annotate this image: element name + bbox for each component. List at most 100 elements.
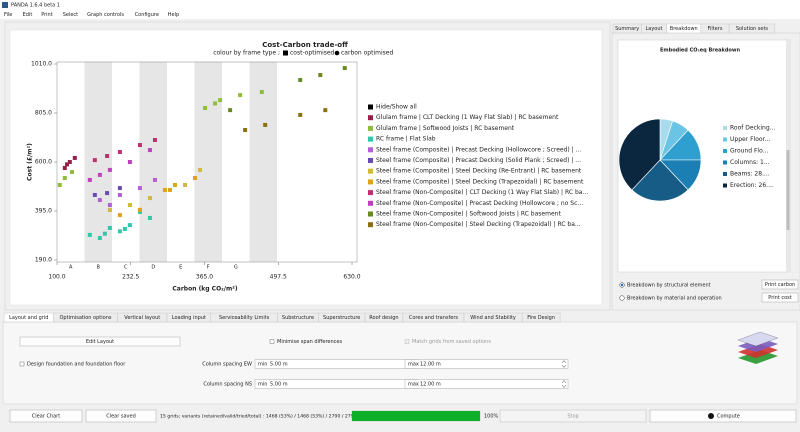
legend-swatch: [723, 172, 727, 176]
data-point: [92, 158, 97, 163]
scrollbar-thumb[interactable]: [786, 150, 790, 230]
legend-swatch: [723, 149, 727, 153]
button-label: Compute: [717, 414, 740, 420]
legend-swatch[interactable]: [368, 115, 373, 121]
legend-swatch[interactable]: [368, 190, 373, 196]
legend-swatch[interactable]: [368, 168, 373, 174]
button[interactable]: [85, 409, 157, 423]
tab-label: Superstructure: [323, 315, 360, 321]
legend-swatch[interactable]: [368, 200, 373, 206]
checkbox[interactable]: [19, 361, 25, 367]
spin-box[interactable]: [404, 359, 569, 369]
menu-item[interactable]: Graph controls: [87, 12, 124, 18]
data-point: [342, 66, 347, 71]
legend-label[interactable]: Steel frame (Composite) | Steel Decking …: [376, 178, 584, 185]
legend-label[interactable]: Glulam frame | CLT Decking (1 Way Flat S…: [376, 114, 559, 121]
data-point: [97, 198, 102, 203]
legend-label[interactable]: Glulam frame | Softwood Joists | RC base…: [376, 125, 515, 132]
menu-item[interactable]: Configure: [135, 12, 159, 18]
legend-label[interactable]: Steel frame (Composite) | Precast Deckin…: [376, 146, 581, 153]
menu-item[interactable]: Print: [41, 12, 53, 18]
data-point: [218, 98, 223, 103]
checkbox[interactable]: [404, 339, 410, 344]
tab[interactable]: [728, 23, 776, 34]
legend-swatch[interactable]: [368, 104, 373, 110]
legend-label[interactable]: Steel frame (Non-Composite) | Precast De…: [376, 200, 583, 207]
button[interactable]: [649, 409, 797, 423]
button-label: Stop: [567, 414, 578, 420]
data-point: [198, 167, 203, 172]
menu-item[interactable]: Help: [168, 12, 179, 18]
legend-swatch: [723, 126, 727, 130]
legend-label[interactable]: Steel frame (Non-Composite) | CLT Deckin…: [376, 189, 588, 196]
menu-item[interactable]: Select: [63, 12, 78, 18]
legend-swatch[interactable]: [368, 211, 373, 217]
button[interactable]: [9, 409, 83, 423]
legend-swatch[interactable]: [368, 158, 373, 163]
legend-label[interactable]: Steel frame (Non-Composite) | Softwood J…: [376, 211, 561, 218]
legend-label[interactable]: Steel frame (Non-Composite) | Steel Deck…: [376, 221, 581, 228]
spin-label: max: [408, 382, 419, 388]
button-label: Print cost: [768, 295, 792, 301]
data-point: [107, 203, 112, 208]
spin-arrows[interactable]: [561, 380, 567, 388]
carbon-marker-icon: [334, 50, 340, 56]
tab-label: Substructure: [282, 315, 314, 321]
data-point: [213, 101, 218, 106]
legend-swatch[interactable]: [368, 179, 373, 185]
data-point: [318, 72, 323, 77]
data-point: [62, 165, 67, 170]
data-point: [105, 191, 110, 196]
spin-value: 12.00 m: [420, 382, 441, 388]
data-point: [323, 108, 328, 113]
checkbox-label: Minimise span differences: [277, 339, 342, 345]
band-label: F: [207, 265, 210, 271]
data-point: [137, 186, 142, 191]
y-axis-label: Cost (£/m²): [27, 143, 34, 181]
spacing-inputs: Column spacing EW min 5.00 m max 12.00 mColu…: [202, 359, 569, 389]
tab-label: Summary: [615, 26, 639, 32]
legend-label: Columns: 1...: [730, 159, 770, 166]
progress-label: 100%: [484, 414, 499, 420]
tab[interactable]: [521, 312, 561, 323]
data-point: [107, 208, 112, 213]
data-point: [117, 213, 122, 218]
spin-arrows[interactable]: [561, 360, 567, 368]
tab-label: Optimisation options: [60, 315, 112, 321]
data-point: [57, 182, 62, 187]
button[interactable]: [761, 279, 799, 290]
radio[interactable]: [619, 295, 625, 301]
legend-label: Ground Flo...: [730, 148, 768, 155]
legend-swatch[interactable]: [368, 136, 373, 142]
legend-swatch[interactable]: [368, 147, 373, 153]
compute-icon: [708, 413, 714, 419]
data-point: [122, 226, 127, 231]
data-point: [162, 187, 167, 192]
band: [249, 62, 277, 262]
menu-item[interactable]: Edit: [23, 12, 33, 18]
checkbox[interactable]: [269, 339, 275, 344]
band-label: C: [124, 265, 128, 271]
legend-swatch[interactable]: [368, 125, 373, 131]
button[interactable]: [761, 292, 799, 303]
button[interactable]: [499, 409, 647, 423]
data-point: [193, 176, 198, 181]
spin-box[interactable]: [404, 379, 569, 389]
tab-label: Loading input: [172, 315, 206, 321]
data-point: [67, 160, 72, 164]
spin-label: max: [408, 362, 419, 368]
data-point: [62, 176, 67, 181]
button[interactable]: [19, 336, 181, 347]
legend-label[interactable]: Steel frame (Composite) | Precast Deckin…: [376, 157, 581, 164]
legend-label[interactable]: RC frame | Flat Slab: [376, 136, 436, 143]
data-point: [102, 231, 107, 236]
y-tick-label: 395.0: [35, 208, 52, 215]
y-tick-label: 190.0: [35, 257, 52, 264]
legend-toggle[interactable]: Hide/Show all: [376, 104, 417, 111]
data-point: [147, 196, 152, 201]
checkbox-label: Design foundation and foundation floor: [27, 362, 126, 368]
pie-slice: [631, 159, 689, 202]
legend-label[interactable]: Steel frame (Composite) | Steel Decking …: [376, 168, 582, 175]
legend-swatch[interactable]: [368, 222, 373, 228]
menu-item[interactable]: File: [4, 12, 12, 18]
